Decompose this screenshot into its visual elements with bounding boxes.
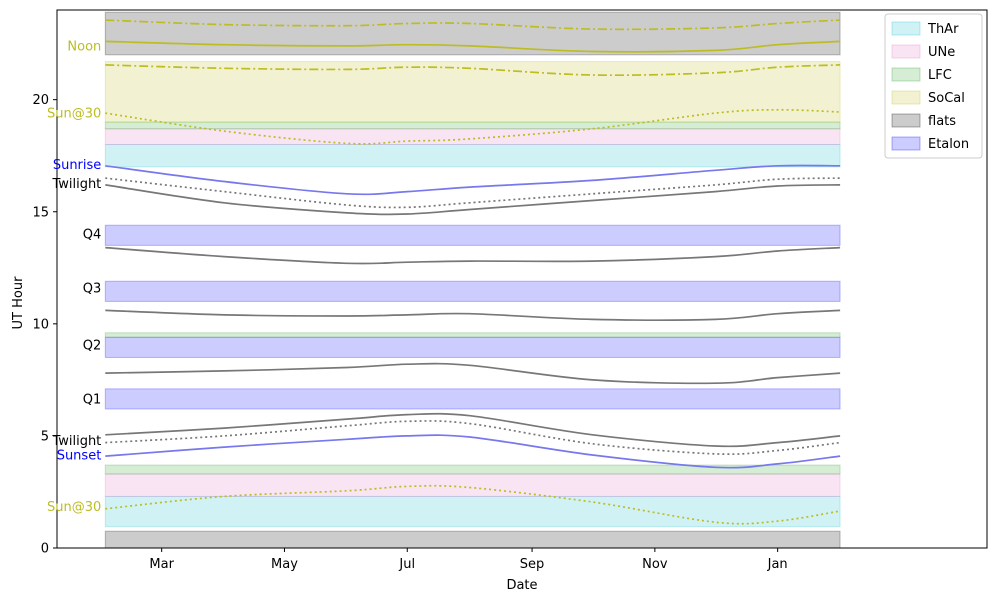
band-etalon-4 <box>104 388 841 410</box>
band-etalon-5 <box>104 336 841 358</box>
x-tick-label: Jul <box>398 557 415 572</box>
y-tick-label: 10 <box>32 317 49 332</box>
annotation-label: Q1 <box>83 392 102 407</box>
series-line-2 <box>105 64 841 77</box>
band-etalon-7 <box>104 280 841 302</box>
x-tick-label: May <box>271 557 298 572</box>
series-line-4 <box>105 164 841 196</box>
annotation-label: Twilight <box>51 177 101 192</box>
annotation-label: Twilight <box>51 434 101 449</box>
x-tick-label: Jan <box>767 557 788 572</box>
legend-swatch-thar <box>891 21 921 36</box>
series-line-6 <box>105 184 841 216</box>
series-line-9 <box>105 362 841 385</box>
legend-swatch-socal <box>891 90 921 105</box>
legend-label-etalon: Etalon <box>928 137 969 152</box>
y-axis-label: UT Hour <box>11 276 26 330</box>
legend-label-socal: SoCal <box>928 91 965 106</box>
band-socal-12 <box>104 61 841 123</box>
legend-label-flats: flats <box>928 114 956 129</box>
y-tick-label: 15 <box>32 205 49 220</box>
y-tick-label: 20 <box>32 93 49 108</box>
annotation-label: Q3 <box>83 281 102 296</box>
series-line-12 <box>105 434 841 469</box>
annotation-label: Q2 <box>83 339 102 354</box>
plot-frame <box>56 9 988 549</box>
x-tick-label: Sep <box>520 557 545 572</box>
band-une-2 <box>104 473 841 497</box>
legend-swatch-lfc <box>891 67 921 82</box>
series-line-0 <box>105 19 841 31</box>
lines-layer <box>105 19 841 525</box>
bands-layer <box>104 11 841 549</box>
annotation-label: Q4 <box>83 228 102 243</box>
series-line-13 <box>105 484 841 525</box>
series-line-7 <box>105 246 841 265</box>
x-tick-label: Mar <box>149 557 174 572</box>
legend-swatch-une <box>891 44 921 59</box>
band-flats-13 <box>104 11 841 56</box>
annotations-layer: Noon Sun@30 Sunrise Twilight Q4 Q3 Q2 Q1 Twiligh… <box>47 39 101 515</box>
x-tick-label: Nov <box>642 557 668 572</box>
series-line-1 <box>105 40 841 53</box>
series-line-3 <box>105 108 841 145</box>
annotation-label: Noon <box>67 39 101 54</box>
series-line-8 <box>105 309 841 321</box>
legend-swatch-etalon <box>891 136 921 151</box>
band-thar-9 <box>104 144 841 168</box>
y-tick-label: 0 <box>41 542 49 557</box>
annotation-label: Sun@30 <box>47 500 101 515</box>
band-etalon-8 <box>104 224 841 246</box>
legend-swatch-flats <box>891 113 921 128</box>
legend-label-lfc: LFC <box>928 68 952 83</box>
axes-layer: 0 5 10 15 20 Mar May Jul Sep Nov Jan <box>32 9 988 572</box>
legend-box <box>884 13 983 159</box>
series-line-5 <box>105 177 841 209</box>
band-thar-1 <box>104 495 841 528</box>
band-flats-0 <box>104 530 841 549</box>
annotation-label: Sunrise <box>53 158 101 173</box>
band-lfc-3 <box>104 464 841 475</box>
band-lfc-6 <box>104 332 841 338</box>
band-une-10 <box>104 128 841 146</box>
legend-label-une: UNe <box>928 45 955 60</box>
y-tick-label: 5 <box>41 429 49 444</box>
annotation-label: Sunset <box>57 448 102 463</box>
series-line-10 <box>105 412 841 448</box>
legend: ThAr UNe LFC SoCal flats Etalon <box>884 13 983 159</box>
series-line-11 <box>105 420 841 455</box>
annotation-label: Sun@30 <box>47 107 101 122</box>
legend-label-thar: ThAr <box>927 22 959 37</box>
band-lfc-11 <box>104 121 841 130</box>
x-axis-label: Date <box>506 578 537 593</box>
